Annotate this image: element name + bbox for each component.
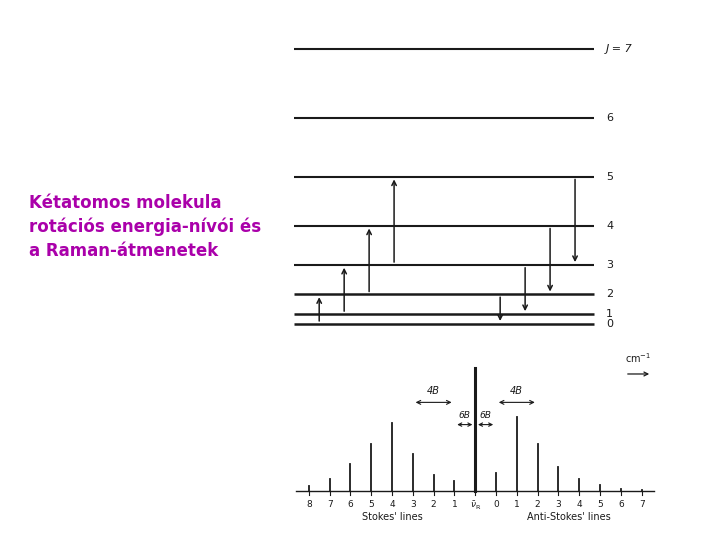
Text: cm$^{-1}$: cm$^{-1}$ <box>625 352 652 366</box>
Text: 4B: 4B <box>510 386 523 396</box>
Text: 2: 2 <box>431 500 436 509</box>
Text: 2: 2 <box>535 500 541 509</box>
Text: Stokes' lines: Stokes' lines <box>361 512 423 522</box>
Text: 4B: 4B <box>427 386 440 396</box>
Text: 5: 5 <box>597 500 603 509</box>
Text: J = 7: J = 7 <box>606 44 633 54</box>
Text: 6B: 6B <box>480 410 492 420</box>
Text: 5: 5 <box>369 500 374 509</box>
Text: Kétatomos molekula
rotációs energia-nívói és
a Raman-átmenetek: Kétatomos molekula rotációs energia-nívó… <box>29 194 261 260</box>
Text: 1: 1 <box>451 500 457 509</box>
Text: 4: 4 <box>390 500 395 509</box>
Text: 3: 3 <box>606 260 613 270</box>
Text: 7: 7 <box>639 500 644 509</box>
Text: 5: 5 <box>606 172 613 181</box>
Text: 4: 4 <box>606 221 613 231</box>
Text: 6: 6 <box>606 113 613 123</box>
Text: 1: 1 <box>606 309 613 319</box>
Text: 3: 3 <box>556 500 562 509</box>
Text: 6: 6 <box>618 500 624 509</box>
Text: 4: 4 <box>577 500 582 509</box>
Text: Anti-Stokes' lines: Anti-Stokes' lines <box>527 512 611 522</box>
Text: 6: 6 <box>348 500 354 509</box>
Text: 3: 3 <box>410 500 415 509</box>
Text: 0: 0 <box>606 319 613 329</box>
Text: 1: 1 <box>514 500 520 509</box>
Text: 2: 2 <box>606 289 613 299</box>
Text: 0: 0 <box>493 500 499 509</box>
Text: 7: 7 <box>327 500 333 509</box>
Text: $\bar{\nu}_\mathrm{R}$: $\bar{\nu}_\mathrm{R}$ <box>469 500 481 512</box>
Text: 8: 8 <box>306 500 312 509</box>
Text: 6B: 6B <box>459 410 471 420</box>
